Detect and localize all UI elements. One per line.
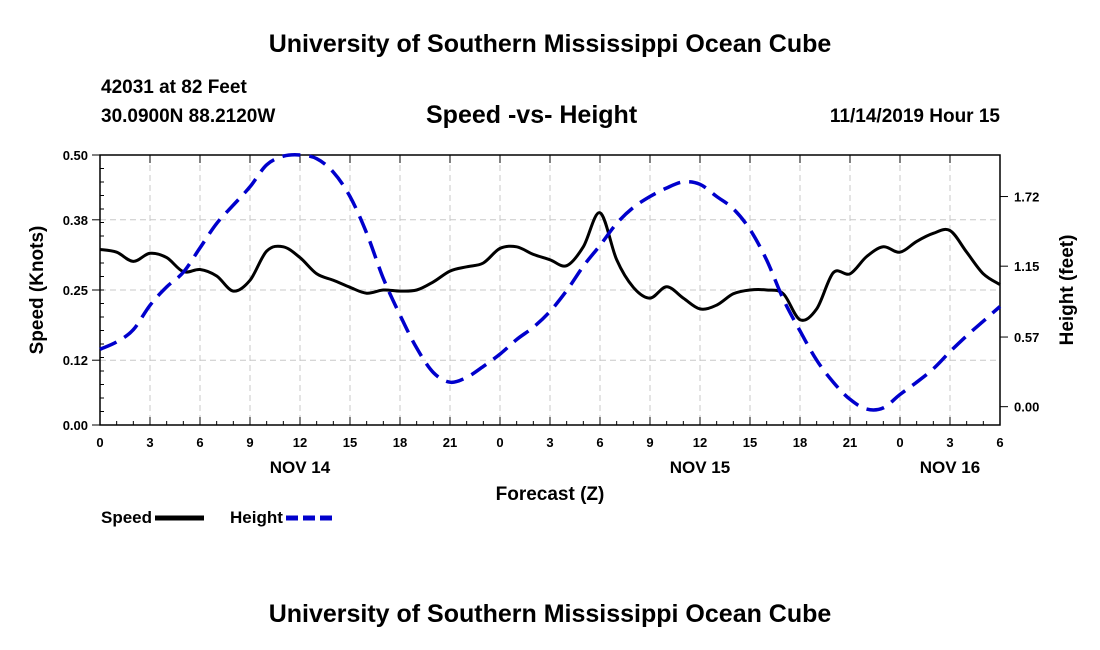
date-label: NOV 14 <box>270 458 331 477</box>
x-tick-label: 12 <box>293 435 307 450</box>
x-tick-label: 9 <box>646 435 653 450</box>
x-tick-label: 12 <box>693 435 707 450</box>
y-left-tick-label: 0.00 <box>63 418 88 433</box>
x-tick-label: 9 <box>246 435 253 450</box>
y-right-tick-label: 0.57 <box>1014 330 1039 345</box>
y-left-tick-label: 0.25 <box>63 283 88 298</box>
tick-labels: 0 3 6 9 12 15 18 21 0 3 6 9 12 15 18 21 0 3 6 0.00 0.12 0.25 0… <box>63 148 1040 477</box>
y-right-tick-label: 1.72 <box>1014 190 1039 205</box>
legend-height-swatch <box>285 515 335 521</box>
x-tick-label: 3 <box>146 435 153 450</box>
x-tick-label: 15 <box>743 435 757 450</box>
y-right-tick-label: 1.15 <box>1014 259 1039 274</box>
x-tick-label: 15 <box>343 435 357 450</box>
y-axis-left-label: Speed (Knots) <box>27 226 48 355</box>
y-left-tick-label: 0.12 <box>63 353 88 368</box>
x-tick-label: 18 <box>393 435 407 450</box>
legend-height: Height <box>230 508 338 528</box>
y-left-tick-label: 0.38 <box>63 213 88 228</box>
footer-title: University of Southern Mississippi Ocean… <box>268 600 832 628</box>
legend-height-label: Height <box>230 508 283 527</box>
date-label: NOV 16 <box>920 458 980 477</box>
x-tick-label: 18 <box>793 435 807 450</box>
x-axis-label: Forecast (Z) <box>496 484 605 505</box>
series-lines <box>99 153 1002 412</box>
x-tick-label: 3 <box>546 435 553 450</box>
coordinates-label: 30.0900N 88.2120W <box>101 106 276 127</box>
x-tick-label: 3 <box>946 435 953 450</box>
x-tick-label: 0 <box>896 435 903 450</box>
x-tick-label: 21 <box>843 435 857 450</box>
x-tick-label: 0 <box>496 435 503 450</box>
series-line-speed <box>99 211 1001 322</box>
x-tick-label: 0 <box>96 435 103 450</box>
grid-lines <box>100 155 1000 425</box>
page-title: University of Southern Mississippi Ocean… <box>268 30 832 58</box>
x-tick-label: 6 <box>196 435 203 450</box>
series-line-height <box>99 153 1002 412</box>
legend-speed-swatch <box>155 515 205 521</box>
legend-speed: Speed <box>101 508 207 528</box>
y-axis-right-label: Height (feet) <box>1057 235 1078 346</box>
date-label: NOV 15 <box>670 458 730 477</box>
x-tick-label: 6 <box>596 435 603 450</box>
x-tick-label: 21 <box>443 435 457 450</box>
legend-speed-label: Speed <box>101 508 153 527</box>
y-left-tick-label: 0.50 <box>63 148 88 163</box>
y-right-tick-label: 0.00 <box>1014 400 1039 415</box>
axis-ticks <box>92 154 1008 426</box>
timestamp-label: 11/14/2019 Hour 15 <box>829 106 1000 127</box>
x-tick-label: 6 <box>996 435 1003 450</box>
chart-title: Speed -vs- Height <box>426 101 638 129</box>
station-label: 42031 at 82 Feet <box>101 77 247 98</box>
